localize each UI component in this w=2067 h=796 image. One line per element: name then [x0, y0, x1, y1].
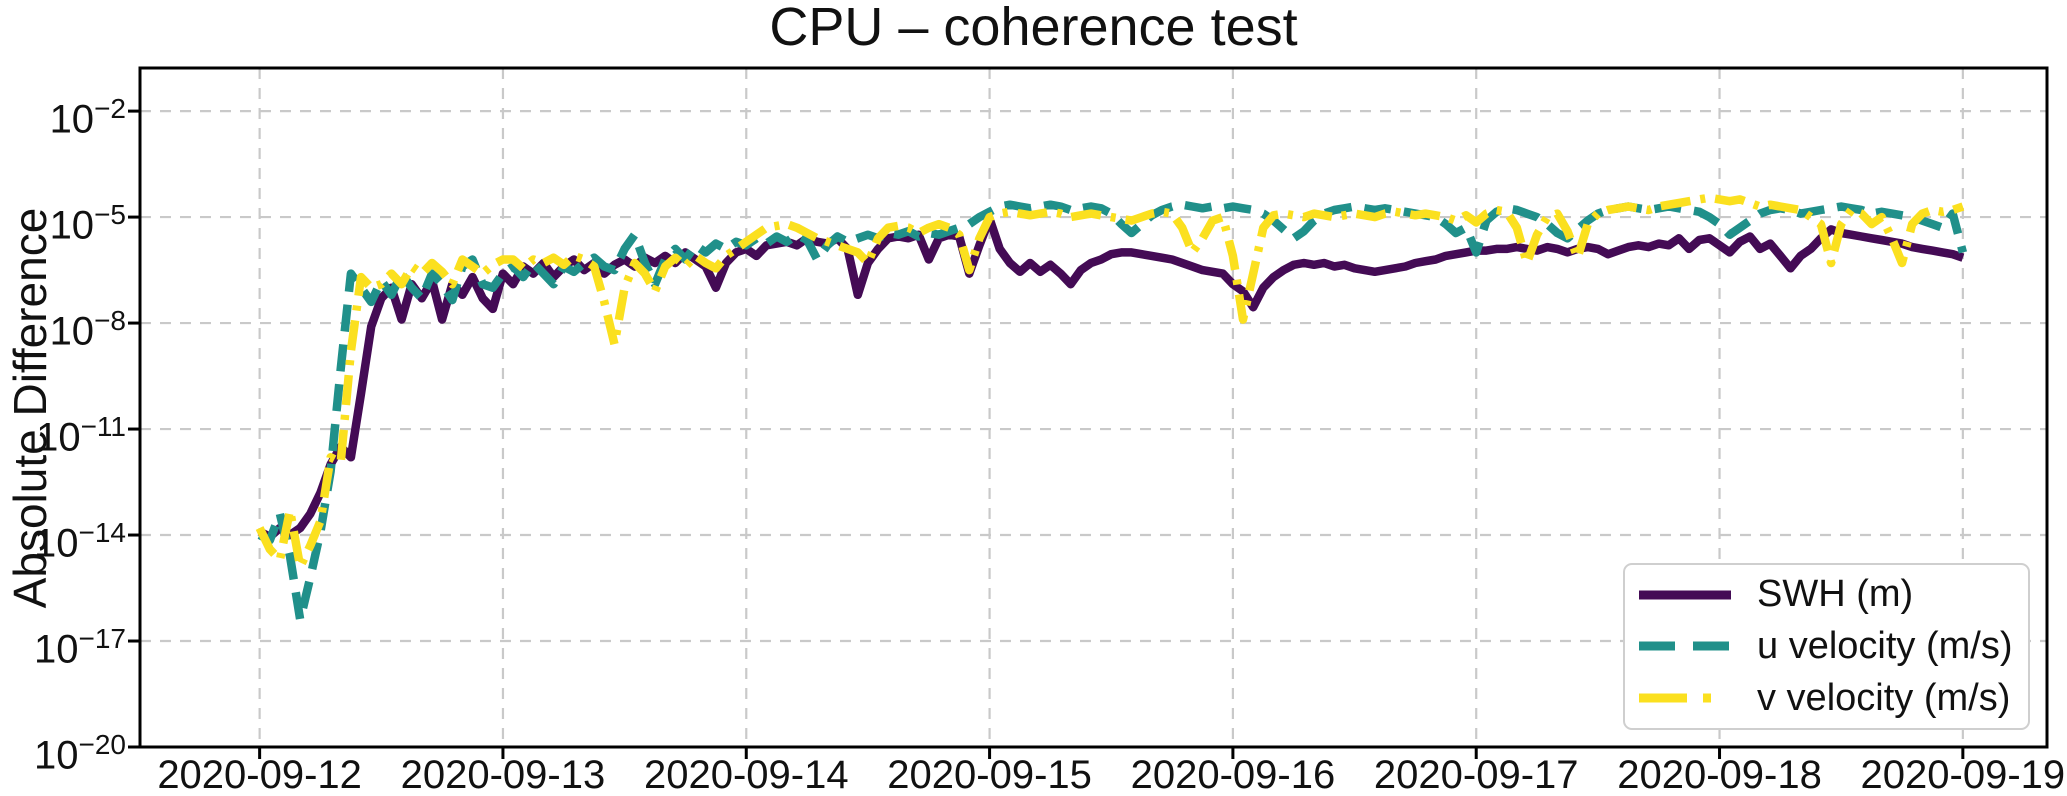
- legend-label: u velocity (m/s): [1757, 624, 2013, 667]
- y-tick-label: 10−11: [36, 411, 126, 460]
- y-tick-label: 10−14: [34, 517, 126, 566]
- series-line-u-velocity-m-s: [257, 200, 1968, 625]
- x-tick-label: 2020-09-16: [1130, 753, 1336, 796]
- legend-label: SWH (m): [1757, 573, 1914, 616]
- legend-swatch-dashed-line: [1639, 641, 1731, 651]
- legend-swatch-dashdot-line: [1639, 693, 1731, 703]
- x-tick-label: 2020-09-17: [1373, 753, 1579, 796]
- x-tick-label: 2020-09-14: [643, 753, 849, 796]
- y-tick-label: 10−2: [49, 93, 126, 142]
- legend: SWH (m) u velocity (m/s) v velocity (m/s…: [1623, 563, 2030, 730]
- x-tick-label: 2020-09-18: [1617, 753, 1822, 796]
- x-tick-label: 2020-09-13: [400, 753, 606, 796]
- x-tick-label: 2020-09-12: [157, 753, 362, 796]
- y-tick-label: 10−20: [34, 729, 126, 778]
- legend-item-u-velocity: u velocity (m/s): [1635, 625, 2018, 668]
- x-tick-label: 2020-09-15: [887, 753, 1092, 796]
- y-tick-label: 10−5: [49, 199, 126, 248]
- x-tick-label: 2020-09-19: [1860, 753, 2066, 796]
- chart-title: CPU – coherence test: [769, 0, 1298, 57]
- legend-item-swh: SWH (m): [1635, 573, 2018, 616]
- legend-swatch-solid-line: [1639, 590, 1731, 600]
- y-tick-label: 10−17: [34, 623, 126, 672]
- y-tick-label: 10−8: [49, 305, 126, 354]
- series-line-v-velocity-m-s: [255, 193, 1965, 572]
- series-line-swh-m: [257, 214, 1965, 542]
- legend-label: v velocity (m/s): [1757, 676, 2011, 719]
- axes-spines: [138, 66, 2049, 749]
- legend-item-v-velocity: v velocity (m/s): [1635, 677, 2018, 720]
